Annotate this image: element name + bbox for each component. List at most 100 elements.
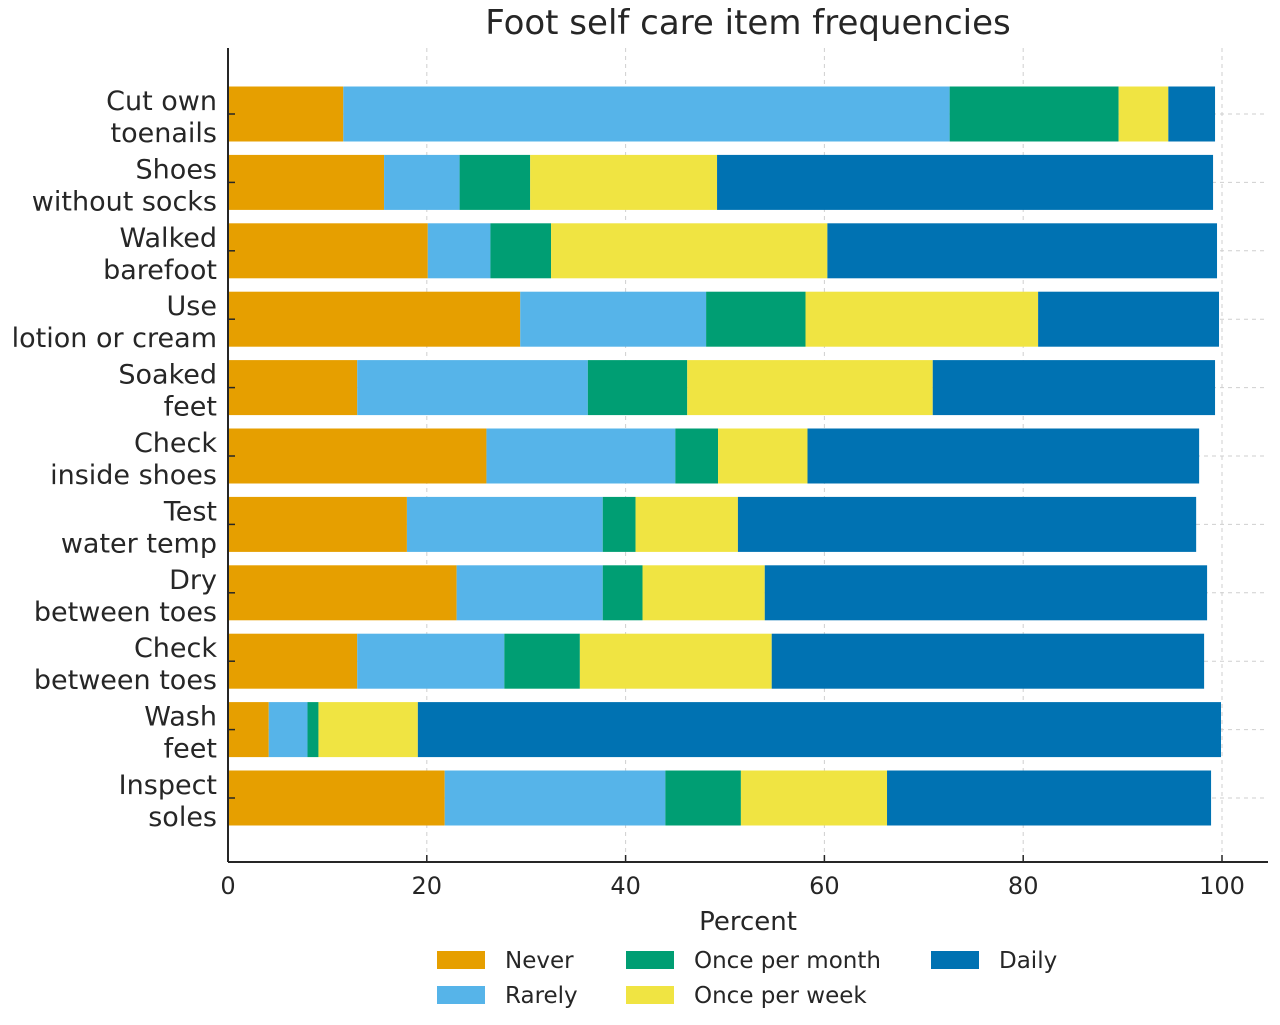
axes — [227, 48, 1268, 863]
bar-segment-daily — [1038, 291, 1220, 347]
x-tick-label: 20 — [412, 872, 443, 900]
x-tick-label: 60 — [809, 872, 840, 900]
bar-segment-once-per-week — [642, 565, 765, 621]
bar-segment-once-per-week — [1118, 86, 1169, 142]
bar-segment-once-per-month — [587, 360, 688, 416]
bar-segment-once-per-month — [602, 496, 636, 552]
legend-swatch — [437, 986, 485, 1004]
bar-segment-once-per-month — [675, 428, 719, 484]
bar-segment-daily — [887, 770, 1212, 826]
bar-segment-rarely — [384, 154, 460, 210]
bar-segment-once-per-month — [602, 565, 643, 621]
y-tick-label-line: Dry — [169, 565, 217, 596]
bar-segment-rarely — [486, 428, 676, 484]
bar-segment-rarely — [268, 702, 308, 758]
bar-segment-once-per-week — [551, 223, 828, 279]
bar-segment-daily — [737, 496, 1197, 552]
bar-segment-never — [228, 291, 521, 347]
y-tick-label: Inspect soles — [119, 770, 217, 833]
legend-label: Once per month — [694, 948, 881, 974]
y-tick-label-line: soles — [148, 802, 217, 833]
bar-segment-never — [228, 496, 407, 552]
bar-segment-once-per-month — [490, 223, 552, 279]
y-tick-label-line: without socks — [32, 186, 217, 217]
bar-segment-once-per-month — [706, 291, 806, 347]
bar-segment-rarely — [343, 86, 950, 142]
bar-segment-rarely — [427, 223, 491, 279]
y-tick-label-line: Check — [134, 633, 217, 664]
bar-segment-daily — [827, 223, 1218, 279]
y-tick-label-line: Check — [134, 428, 217, 459]
bar-segment-once-per-week — [740, 770, 888, 826]
y-tick-label: Cut own toenails — [106, 86, 217, 149]
x-tick-label: 100 — [1199, 872, 1245, 900]
bar-segment-never — [228, 86, 344, 142]
x-tick-label: 0 — [220, 872, 235, 900]
y-tick-label: Shoes without socks — [32, 154, 217, 217]
bar-segment-daily — [764, 565, 1208, 621]
bar-segment-never — [228, 360, 358, 416]
bar-segment-never — [228, 633, 358, 689]
legend-swatch — [626, 951, 674, 969]
x-tick-label: 80 — [1008, 872, 1039, 900]
bar-segment-rarely — [456, 565, 603, 621]
y-tick-label: Use lotion or cream — [12, 291, 217, 354]
bar-segment-rarely — [357, 633, 505, 689]
y-tick-label: Soaked feet — [118, 360, 217, 423]
x-tick-labels: 0 20 40 60 80 100 — [220, 872, 1245, 900]
bar-segment-daily — [771, 633, 1205, 689]
y-tick-label-line: Cut own — [106, 86, 217, 117]
y-tick-label-line: toenails — [111, 118, 217, 149]
legend-label: Once per week — [694, 983, 867, 1009]
y-tick-label-line: barefoot — [103, 255, 217, 286]
y-tick-label-line: Wash — [144, 702, 217, 733]
y-tick-label-line: feet — [164, 392, 217, 423]
y-tick-label-line: inside shoes — [50, 460, 217, 491]
bar-segment-once-per-month — [949, 86, 1119, 142]
y-tick-label-line: Test — [163, 496, 217, 527]
bar-segment-rarely — [520, 291, 707, 347]
y-tick-label-line: between toes — [34, 597, 217, 628]
bar-segment-never — [228, 428, 487, 484]
chart-title: Foot self care item frequencies — [485, 3, 1011, 43]
y-tick-label-line: Walked — [120, 223, 217, 254]
y-tick-label-line: between toes — [34, 665, 217, 696]
bar-segment-once-per-month — [665, 770, 741, 826]
bar-segment-daily — [807, 428, 1200, 484]
y-tick-label: Test water temp — [61, 496, 217, 559]
bar-segment-rarely — [444, 770, 666, 826]
legend-swatch — [931, 951, 979, 969]
bar-segment-never — [228, 770, 445, 826]
bar-segment-once-per-month — [459, 154, 531, 210]
legend: Never Rarely Once per month Once per week Da… — [437, 948, 1057, 1009]
y-tick-label: Wash feet — [144, 702, 217, 765]
bar-segment-once-per-week — [718, 428, 808, 484]
bar-segment-daily — [417, 702, 1222, 758]
bar-segment-never — [228, 565, 457, 621]
bar-segment-once-per-week — [635, 496, 738, 552]
y-tick-label: Check inside shoes — [50, 428, 217, 491]
bar-segment-never — [228, 154, 385, 210]
bar-segment-never — [228, 223, 428, 279]
bar-segment-daily — [717, 154, 1214, 210]
y-tick-label: Dry between toes — [34, 565, 217, 628]
y-tick-label-line: Inspect — [119, 770, 217, 801]
legend-swatch — [626, 986, 674, 1004]
bar-segment-rarely — [357, 360, 588, 416]
bar-segment-once-per-week — [687, 360, 933, 416]
bar-segment-daily — [932, 360, 1216, 416]
y-tick-label-line: Use — [167, 291, 217, 322]
bar-segment-daily — [1168, 86, 1216, 142]
x-axis-label: Percent — [699, 907, 797, 937]
y-tick-label: Check between toes — [34, 633, 217, 696]
y-tick-label-line: Shoes — [136, 154, 217, 185]
y-tick-label-line: feet — [164, 734, 217, 765]
y-tick-label: Walked barefoot — [103, 223, 217, 286]
bar-segment-once-per-week — [579, 633, 772, 689]
legend-label: Rarely — [505, 983, 578, 1009]
bar-segment-once-per-week — [318, 702, 418, 758]
bar-segment-once-per-week — [530, 154, 718, 210]
bar-segment-rarely — [406, 496, 603, 552]
